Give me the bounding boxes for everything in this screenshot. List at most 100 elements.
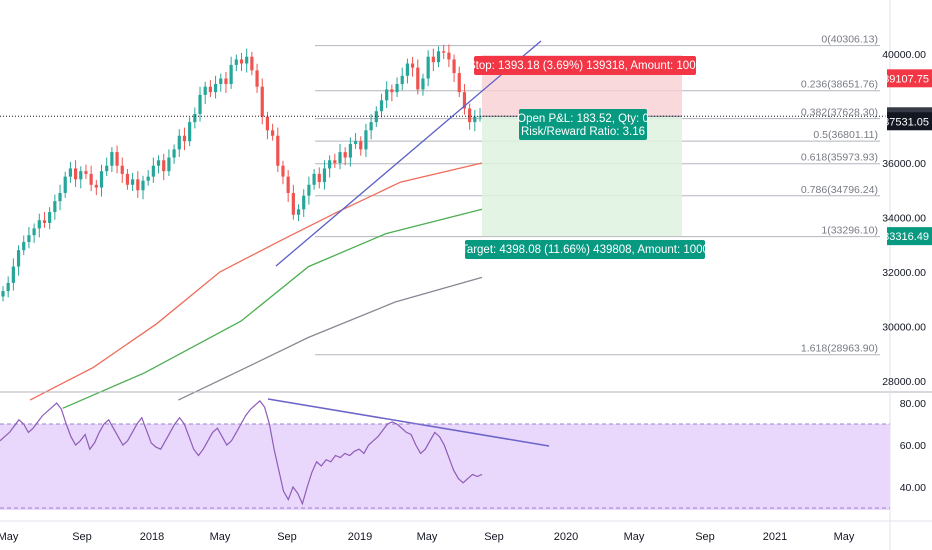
price-tick-label: 28000.00 — [882, 376, 926, 388]
candle-body — [172, 149, 176, 158]
candle-body — [53, 201, 57, 213]
stop-label-text: Stop: 1393.18 (3.69%) 139318, Amount: 10… — [468, 60, 702, 72]
candle-body — [203, 86, 207, 95]
fib-level-label: 0(40306.13) — [821, 34, 878, 46]
target-label-bg — [465, 240, 705, 259]
target-label-text: Target: 4398.08 (11.66%) 439808, Amount:… — [461, 244, 709, 256]
candle-body — [193, 113, 197, 123]
candle-body — [307, 184, 311, 196]
candle-body — [421, 78, 425, 90]
candle-body — [239, 59, 244, 64]
candle-body — [426, 56, 430, 79]
candle-body — [84, 171, 88, 174]
candle-body — [182, 135, 187, 142]
fib-level-label: 0.786(34796.24) — [801, 184, 878, 196]
candle-body — [99, 171, 104, 188]
price-badge-bg — [887, 227, 932, 246]
candle-body — [291, 192, 295, 215]
candle-body — [255, 70, 259, 87]
candle-body — [265, 116, 270, 131]
candle-body — [348, 143, 352, 158]
candle-body — [224, 78, 228, 84]
candlesticks — [1, 44, 482, 302]
candle-body — [390, 89, 394, 93]
price-tick-label: 36000.00 — [882, 158, 926, 170]
price-badge-text: 33316.49 — [883, 231, 929, 243]
candle-body — [416, 67, 420, 90]
pnl-label-bg — [519, 109, 647, 140]
candle-body — [162, 160, 166, 172]
candle-body — [48, 212, 52, 223]
candle-body — [364, 130, 368, 150]
candle-body — [151, 165, 155, 177]
rsi-divergence-line[interactable] — [267, 398, 550, 447]
candle-body — [462, 92, 467, 109]
time-tick-label: Sep — [695, 531, 715, 543]
candle-body — [27, 235, 31, 243]
price-badge-bg — [887, 112, 932, 131]
moving-average-line — [178, 276, 483, 401]
oscillator-panel — [0, 400, 890, 509]
candle-body — [442, 51, 446, 53]
time-tick-label: 2021 — [763, 531, 787, 543]
candle-body — [369, 122, 373, 131]
target-label: Target: 4398.08 (11.66%) 439808, Amount:… — [461, 240, 709, 259]
price-badge-text: 39107.75 — [883, 73, 929, 85]
oscillator-tick-label: 80.00 — [900, 398, 926, 410]
price-axis[interactable]: 28000.00 30000.00 32000.00 34000.00 36000.00… — [882, 49, 932, 494]
candle-body — [379, 100, 384, 112]
candle-body — [11, 266, 15, 283]
candle-body — [42, 220, 47, 223]
candle-body — [37, 220, 41, 229]
candle-body — [58, 192, 62, 202]
time-tick-label: May — [0, 531, 19, 543]
candle-body — [333, 160, 337, 163]
fib-level-label: 1(33296.10) — [821, 225, 878, 237]
fib-level-label: 0.618(35973.93) — [801, 152, 878, 164]
oscillator-tick-label: 60.00 — [900, 440, 926, 452]
candle-body — [395, 83, 399, 93]
moving-average-line — [62, 208, 483, 409]
price-badge: 39107.75 — [883, 69, 932, 88]
oscillator-line — [0, 400, 483, 506]
price-tick-label: 32000.00 — [882, 267, 926, 279]
candle-body — [198, 94, 202, 114]
candle-body — [68, 168, 73, 177]
time-tick-label: 2020 — [554, 531, 578, 543]
candle-body — [234, 59, 238, 65]
price-tick-label: 34000.00 — [882, 213, 926, 225]
candle-body — [146, 176, 150, 181]
candle-body — [250, 56, 254, 71]
candle-body — [79, 171, 83, 180]
candle-body — [136, 179, 140, 191]
candle-body — [410, 63, 415, 68]
candle-body — [473, 116, 477, 123]
candle-body — [167, 157, 171, 172]
candle-body — [400, 75, 404, 84]
candle-body — [131, 179, 135, 185]
oscillator-band — [0, 424, 890, 510]
candle-body — [110, 152, 114, 166]
candle-body — [32, 228, 36, 236]
time-axis[interactable]: May Sep 2018 May Sep 2019 May Sep 2020 May Sep 2021… — [0, 531, 855, 543]
uptrend-line[interactable] — [275, 40, 542, 267]
stop-label-bg — [474, 56, 696, 75]
candle-body — [156, 160, 161, 166]
candle-body — [468, 108, 472, 123]
candle-body — [63, 176, 67, 193]
price-tick-label: 30000.00 — [882, 322, 926, 334]
position-labels: Stop: 1393.18 (3.69%) 139318, Amount: 10… — [461, 56, 709, 259]
candle-body — [328, 160, 332, 169]
candle-body — [260, 86, 264, 117]
candle-body — [436, 51, 441, 63]
candle-body — [208, 86, 212, 93]
candle-body — [374, 111, 378, 123]
candle-body — [73, 168, 78, 180]
moving-average-line — [29, 162, 483, 401]
candle-body — [115, 152, 119, 166]
price-badge: 37531.05 — [883, 112, 932, 131]
candle-body — [457, 73, 461, 93]
time-tick-label: 2019 — [348, 531, 372, 543]
time-tick-label: Sep — [72, 531, 92, 543]
